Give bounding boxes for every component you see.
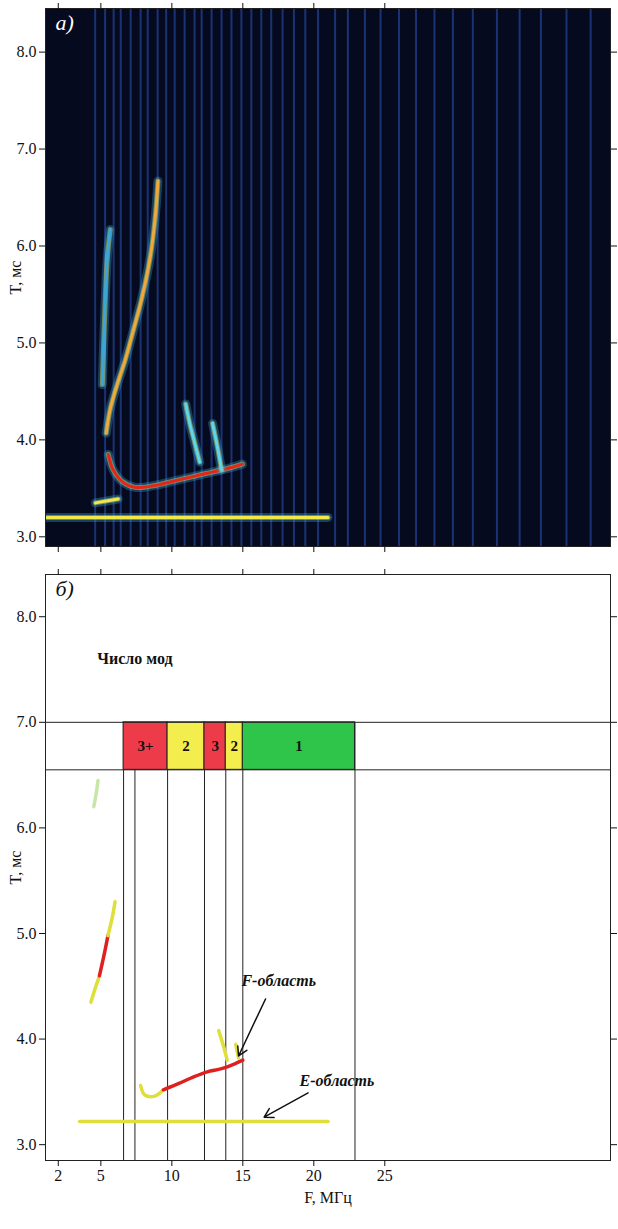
svg-text:б): б) bbox=[56, 576, 74, 601]
svg-text:2: 2 bbox=[231, 738, 239, 754]
svg-text:6.0: 6.0 bbox=[17, 237, 37, 254]
svg-text:7.0: 7.0 bbox=[17, 713, 37, 730]
svg-text:10: 10 bbox=[164, 1167, 180, 1184]
svg-text:6.0: 6.0 bbox=[17, 819, 37, 836]
svg-text:а): а) bbox=[56, 10, 74, 35]
svg-text:3+: 3+ bbox=[138, 738, 154, 754]
svg-text:5: 5 bbox=[97, 1167, 105, 1184]
svg-text:25: 25 bbox=[377, 1167, 393, 1184]
svg-text:8.0: 8.0 bbox=[17, 608, 37, 625]
svg-text:3: 3 bbox=[211, 738, 219, 754]
svg-text:4.0: 4.0 bbox=[17, 431, 37, 448]
svg-text:T, мс: T, мс bbox=[7, 261, 24, 295]
svg-text:2: 2 bbox=[54, 1167, 62, 1184]
svg-text:F, МГц: F, МГц bbox=[304, 1189, 352, 1207]
svg-text:1: 1 bbox=[295, 738, 303, 754]
svg-text:15: 15 bbox=[235, 1167, 251, 1184]
svg-text:8.0: 8.0 bbox=[17, 43, 37, 60]
svg-text:3.0: 3.0 bbox=[17, 1136, 37, 1153]
svg-text:Число мод: Число мод bbox=[97, 650, 172, 667]
svg-text:E-область: E-область bbox=[299, 1072, 375, 1089]
svg-text:5.0: 5.0 bbox=[17, 334, 37, 351]
svg-text:20: 20 bbox=[306, 1167, 322, 1184]
svg-text:T, мс: T, мс bbox=[7, 851, 24, 885]
svg-text:5.0: 5.0 bbox=[17, 925, 37, 942]
svg-text:3.0: 3.0 bbox=[17, 528, 37, 545]
svg-text:F-область: F-область bbox=[240, 972, 316, 989]
svg-text:7.0: 7.0 bbox=[17, 140, 37, 157]
svg-text:4.0: 4.0 bbox=[17, 1030, 37, 1047]
svg-text:2: 2 bbox=[182, 738, 190, 754]
